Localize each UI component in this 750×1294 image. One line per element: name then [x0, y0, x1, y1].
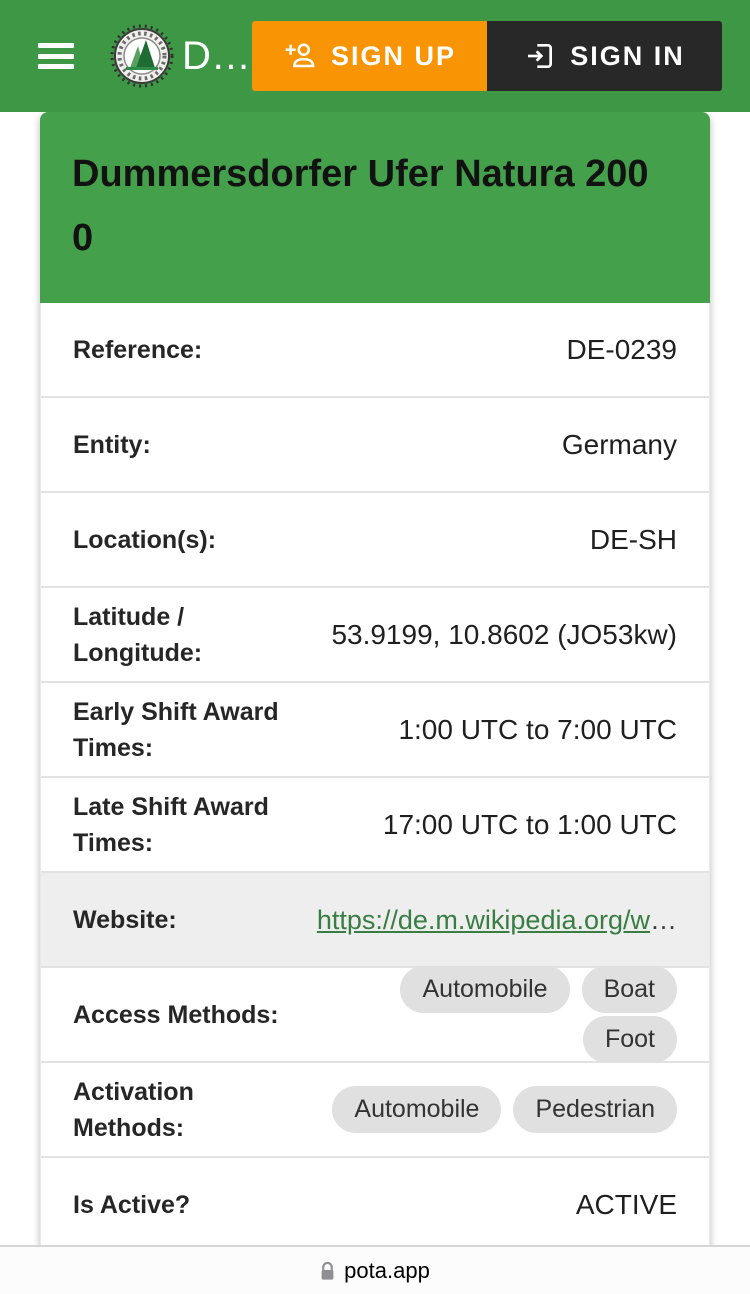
- sign-in-label: SIGN IN: [570, 40, 685, 71]
- website-link-ellipsis: …: [650, 904, 677, 935]
- access-methods-chips: Automobile Boat Foot: [305, 966, 677, 1063]
- detail-row-entity: Entity: Germany: [41, 398, 709, 493]
- locations-value: DE-SH: [589, 523, 677, 555]
- access-method-chip: Boat: [581, 966, 677, 1013]
- detail-row-activation-methods: Activation Methods: Automobile Pedestria…: [41, 1063, 709, 1158]
- access-method-chip: Foot: [582, 1016, 677, 1063]
- late-shift-value: 17:00 UTC to 1:00 UTC: [382, 808, 677, 840]
- lat-long-label: Latitude / Longitude:: [73, 602, 203, 667]
- detail-row-is-active: Is Active? ACTIVE: [41, 1158, 709, 1253]
- app-bar: D… SIGN UP SIGN IN: [0, 0, 750, 112]
- reference-label: Reference:: [73, 335, 203, 364]
- locations-label: Location(s):: [73, 525, 217, 554]
- access-method-chip: Automobile: [400, 966, 570, 1013]
- person-add-icon: [285, 43, 315, 68]
- activation-methods-label: Activation Methods:: [73, 1077, 194, 1142]
- activation-method-chip: Pedestrian: [513, 1086, 677, 1133]
- park-title: Dummersdorfer Ufer Natura 200 0: [40, 112, 710, 303]
- park-detail-table: Reference: DE-0239 Entity: Germany Locat…: [40, 303, 710, 1253]
- menu-button[interactable]: [38, 43, 74, 69]
- website-link[interactable]: https://de.m.wikipedia.org/w…: [317, 905, 677, 935]
- hamburger-icon: [38, 64, 74, 69]
- early-shift-label: Early Shift Award Times:: [73, 697, 279, 762]
- hamburger-icon: [38, 53, 74, 59]
- url-text: pota.app: [344, 1257, 430, 1283]
- detail-row-early-shift: Early Shift Award Times: 1:00 UTC to 7:0…: [41, 683, 709, 778]
- sign-up-label: SIGN UP: [330, 40, 457, 71]
- reference-value: DE-0239: [566, 333, 677, 365]
- sign-up-button[interactable]: SIGN UP: [252, 21, 487, 91]
- browser-address-bar[interactable]: pota.app: [0, 1245, 750, 1294]
- entity-value: Germany: [561, 428, 677, 460]
- hamburger-icon: [38, 43, 74, 48]
- website-label: Website:: [73, 905, 177, 934]
- entity-label: Entity:: [73, 430, 151, 459]
- is-active-label: Is Active?: [73, 1190, 191, 1219]
- detail-row-lat-long: Latitude / Longitude: 53.9199, 10.8602 (…: [41, 588, 709, 683]
- detail-row-late-shift: Late Shift Award Times: 17:00 UTC to 1:0…: [41, 778, 709, 873]
- lat-long-value: 53.9199, 10.8602 (JO53kw): [331, 618, 677, 650]
- auth-buttons: SIGN UP SIGN IN: [252, 21, 722, 91]
- app-title: D…: [182, 33, 251, 78]
- late-shift-label: Late Shift Award Times:: [73, 792, 269, 857]
- park-title-line1: Dummersdorfer Ufer Natura 200: [72, 153, 649, 195]
- website-link-text: https://de.m.wikipedia.org/w: [316, 904, 650, 935]
- early-shift-value: 1:00 UTC to 7:00 UTC: [398, 713, 677, 745]
- access-methods-label: Access Methods:: [73, 1000, 279, 1029]
- activation-methods-chips: Automobile Pedestrian: [305, 1086, 677, 1133]
- sign-in-button[interactable]: SIGN IN: [487, 21, 722, 91]
- detail-row-website: Website: https://de.m.wikipedia.org/w…: [41, 873, 709, 968]
- login-icon: [528, 44, 553, 68]
- activation-method-chip: Automobile: [332, 1086, 502, 1133]
- pota-logo-icon[interactable]: [110, 24, 174, 88]
- lock-icon: [321, 1261, 334, 1280]
- detail-row-locations: Location(s): DE-SH: [41, 493, 709, 588]
- park-card: Dummersdorfer Ufer Natura 200 0 Referenc…: [40, 112, 710, 1253]
- is-active-value: ACTIVE: [575, 1188, 677, 1220]
- park-title-line2: 0: [72, 217, 94, 259]
- detail-row-reference: Reference: DE-0239: [41, 303, 709, 398]
- detail-row-access-methods: Access Methods: Automobile Boat Foot: [41, 966, 709, 1063]
